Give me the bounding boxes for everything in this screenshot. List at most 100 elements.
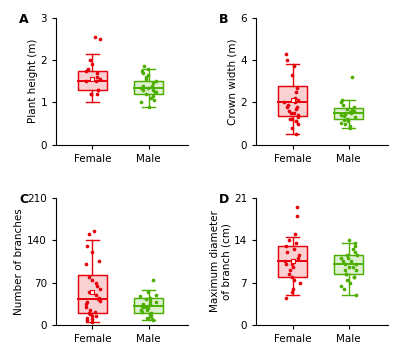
Point <box>88 61 95 67</box>
Point <box>287 268 293 273</box>
Bar <box>134 81 163 94</box>
Point <box>351 104 357 110</box>
Point <box>295 112 301 118</box>
Point <box>292 131 299 137</box>
Point <box>153 89 160 95</box>
Point <box>88 277 95 282</box>
Point <box>145 85 151 90</box>
Point <box>143 74 150 80</box>
Point <box>85 66 91 71</box>
Point <box>84 317 90 323</box>
Point <box>283 51 290 57</box>
Point <box>144 307 150 313</box>
Point <box>147 301 153 307</box>
Point <box>282 258 288 264</box>
Point <box>284 104 290 110</box>
Point <box>293 89 299 95</box>
Point <box>338 112 344 118</box>
Point <box>289 72 295 78</box>
Y-axis label: Number of branches: Number of branches <box>14 208 24 315</box>
Point <box>353 262 359 267</box>
Point <box>338 100 344 105</box>
Point <box>97 286 104 291</box>
Point <box>348 258 355 264</box>
Point <box>292 119 299 124</box>
Point <box>151 97 157 103</box>
Point <box>289 274 296 280</box>
Point <box>87 307 93 313</box>
Point <box>86 274 92 280</box>
Point <box>284 250 290 255</box>
Point <box>148 313 154 319</box>
Point <box>96 295 102 301</box>
Point <box>354 252 360 258</box>
Point <box>87 57 94 63</box>
Point <box>293 213 300 219</box>
Point <box>292 231 298 237</box>
Point <box>94 283 100 288</box>
Point <box>290 110 297 116</box>
Point <box>94 74 100 80</box>
Point <box>288 125 295 131</box>
Point <box>152 299 159 305</box>
Point <box>294 85 301 90</box>
Point <box>94 91 100 97</box>
Point <box>338 283 344 288</box>
Point <box>142 76 149 82</box>
Point <box>140 301 146 307</box>
Bar <box>134 298 163 313</box>
Point <box>82 304 89 310</box>
Point <box>292 95 299 101</box>
Point <box>286 116 293 122</box>
Bar <box>334 108 363 119</box>
Bar <box>278 246 307 277</box>
Point <box>338 120 344 125</box>
Point <box>138 100 144 105</box>
Point <box>82 79 89 84</box>
Point <box>342 262 348 267</box>
Point <box>93 280 99 286</box>
Point <box>150 93 156 99</box>
Point <box>82 262 89 267</box>
Point <box>352 241 358 246</box>
Point <box>290 246 297 252</box>
Point <box>291 64 297 69</box>
Point <box>150 277 156 282</box>
Point <box>284 102 291 107</box>
Point <box>346 109 353 115</box>
Point <box>338 256 344 261</box>
Bar <box>334 255 363 273</box>
Point <box>291 277 297 282</box>
Point <box>145 72 151 78</box>
Point <box>140 70 146 76</box>
Point <box>352 250 358 255</box>
Bar <box>78 275 107 313</box>
Point <box>294 104 300 110</box>
Point <box>94 70 100 76</box>
Point <box>92 309 98 315</box>
Point <box>342 271 349 276</box>
Text: C: C <box>19 193 28 206</box>
Point <box>148 95 154 101</box>
Point <box>341 113 348 119</box>
Point <box>282 295 289 301</box>
Point <box>288 262 295 267</box>
Point <box>89 289 96 295</box>
Point <box>89 76 96 82</box>
Point <box>145 305 152 311</box>
Point <box>342 271 349 276</box>
Point <box>90 228 97 234</box>
Point <box>283 262 289 267</box>
Point <box>344 119 351 124</box>
Y-axis label: Plant height (m): Plant height (m) <box>28 39 38 124</box>
Point <box>95 87 102 92</box>
Point <box>89 316 96 322</box>
Point <box>340 258 346 264</box>
Point <box>346 125 353 131</box>
Point <box>138 307 144 313</box>
Y-axis label: Maximum diameter
of branch (cm): Maximum diameter of branch (cm) <box>210 211 231 312</box>
Point <box>296 252 302 258</box>
Point <box>295 121 302 126</box>
Point <box>138 309 145 315</box>
Point <box>288 110 294 116</box>
